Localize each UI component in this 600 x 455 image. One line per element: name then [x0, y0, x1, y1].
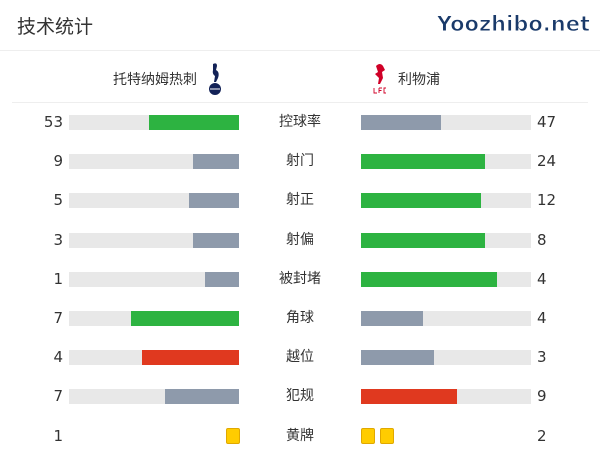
home-value: 4 [53, 348, 63, 367]
away-bar-fill [361, 232, 485, 248]
home-value: 53 [43, 113, 63, 131]
home-bar [69, 193, 239, 209]
away-team: 利物浦 [372, 62, 440, 96]
away-value: 47 [537, 113, 557, 131]
stat-label: 角球 [286, 310, 314, 326]
home-bar-fill [164, 389, 239, 405]
page-title: 技术统计 [17, 16, 94, 38]
away-bar [361, 271, 531, 287]
home-bar-fill [205, 271, 239, 287]
stat-row-yellow-cards: 1 黄牌 2 [0, 426, 600, 446]
stat-label: 犯规 [286, 388, 314, 405]
away-value: 3 [537, 348, 547, 367]
liverpool-logo-icon [373, 64, 386, 94]
home-value: 7 [53, 387, 63, 406]
home-team-name: 托特纳姆热刺 [113, 72, 197, 88]
away-bar [361, 311, 531, 326]
away-value: 2 [537, 427, 547, 445]
away-bar-fill [361, 389, 457, 405]
tottenham-logo-icon [209, 63, 221, 95]
home-bar [69, 115, 239, 130]
home-bar [69, 232, 239, 248]
home-team: 托特纳姆热刺 [113, 62, 223, 96]
home-value: 9 [53, 152, 63, 171]
home-bar-fill [130, 311, 239, 326]
stat-label: 射门 [286, 153, 314, 170]
stat-row: 53 控球率 47 [0, 112, 600, 132]
stat-label: 射正 [286, 192, 314, 209]
away-value: 9 [537, 387, 547, 406]
away-value: 24 [537, 152, 557, 171]
stat-row: 1 被封堵 4 [0, 269, 600, 289]
away-bar [361, 389, 531, 405]
home-bar-fill [192, 232, 239, 248]
stat-row: 7 角球 4 [0, 308, 600, 328]
away-bar-fill [361, 350, 434, 366]
away-bar [361, 154, 531, 170]
divider [12, 102, 588, 103]
home-bar-fill [148, 115, 239, 130]
home-bar [69, 154, 239, 170]
home-value: 3 [53, 230, 63, 249]
home-bar-fill [189, 193, 239, 209]
stat-row: 5 射正 12 [0, 190, 600, 210]
stat-row: 4 越位 3 [0, 347, 600, 367]
home-bar-fill [141, 350, 239, 366]
yellow-card-icon [226, 428, 240, 444]
away-bar-fill [361, 193, 481, 209]
stat-label: 射偏 [286, 231, 314, 248]
home-value: 1 [53, 427, 63, 445]
stat-row: 3 射偏 8 [0, 230, 600, 250]
away-bar [361, 232, 531, 248]
away-bar-fill [361, 311, 423, 326]
home-value: 5 [53, 191, 63, 210]
home-bar-fill [192, 154, 239, 170]
stat-row: 9 射门 24 [0, 151, 600, 171]
away-team-name: 利物浦 [398, 72, 440, 88]
stat-label: 越位 [286, 349, 314, 366]
away-bar [361, 115, 531, 130]
home-value: 1 [53, 269, 63, 288]
stat-label: 黄牌 [286, 428, 314, 444]
away-bar [361, 193, 531, 209]
away-bar-fill [361, 115, 441, 130]
watermark: Yoozhibo.net [436, 12, 590, 37]
away-value: 12 [537, 191, 557, 210]
away-bar-fill [361, 271, 497, 287]
yellow-card-icon [361, 428, 375, 444]
home-bar [69, 311, 239, 326]
divider [0, 50, 600, 51]
away-bar [361, 350, 531, 366]
home-value: 7 [53, 309, 63, 327]
away-value: 4 [537, 269, 547, 288]
away-value: 8 [537, 230, 547, 249]
home-bar [69, 271, 239, 287]
home-bar [69, 389, 239, 405]
stat-label: 控球率 [279, 114, 321, 130]
away-value: 4 [537, 309, 547, 327]
stat-row: 7 犯规 9 [0, 386, 600, 406]
stat-label: 被封堵 [279, 270, 321, 287]
yellow-card-icon [380, 428, 394, 444]
away-bar-fill [361, 154, 485, 170]
home-bar [69, 350, 239, 366]
